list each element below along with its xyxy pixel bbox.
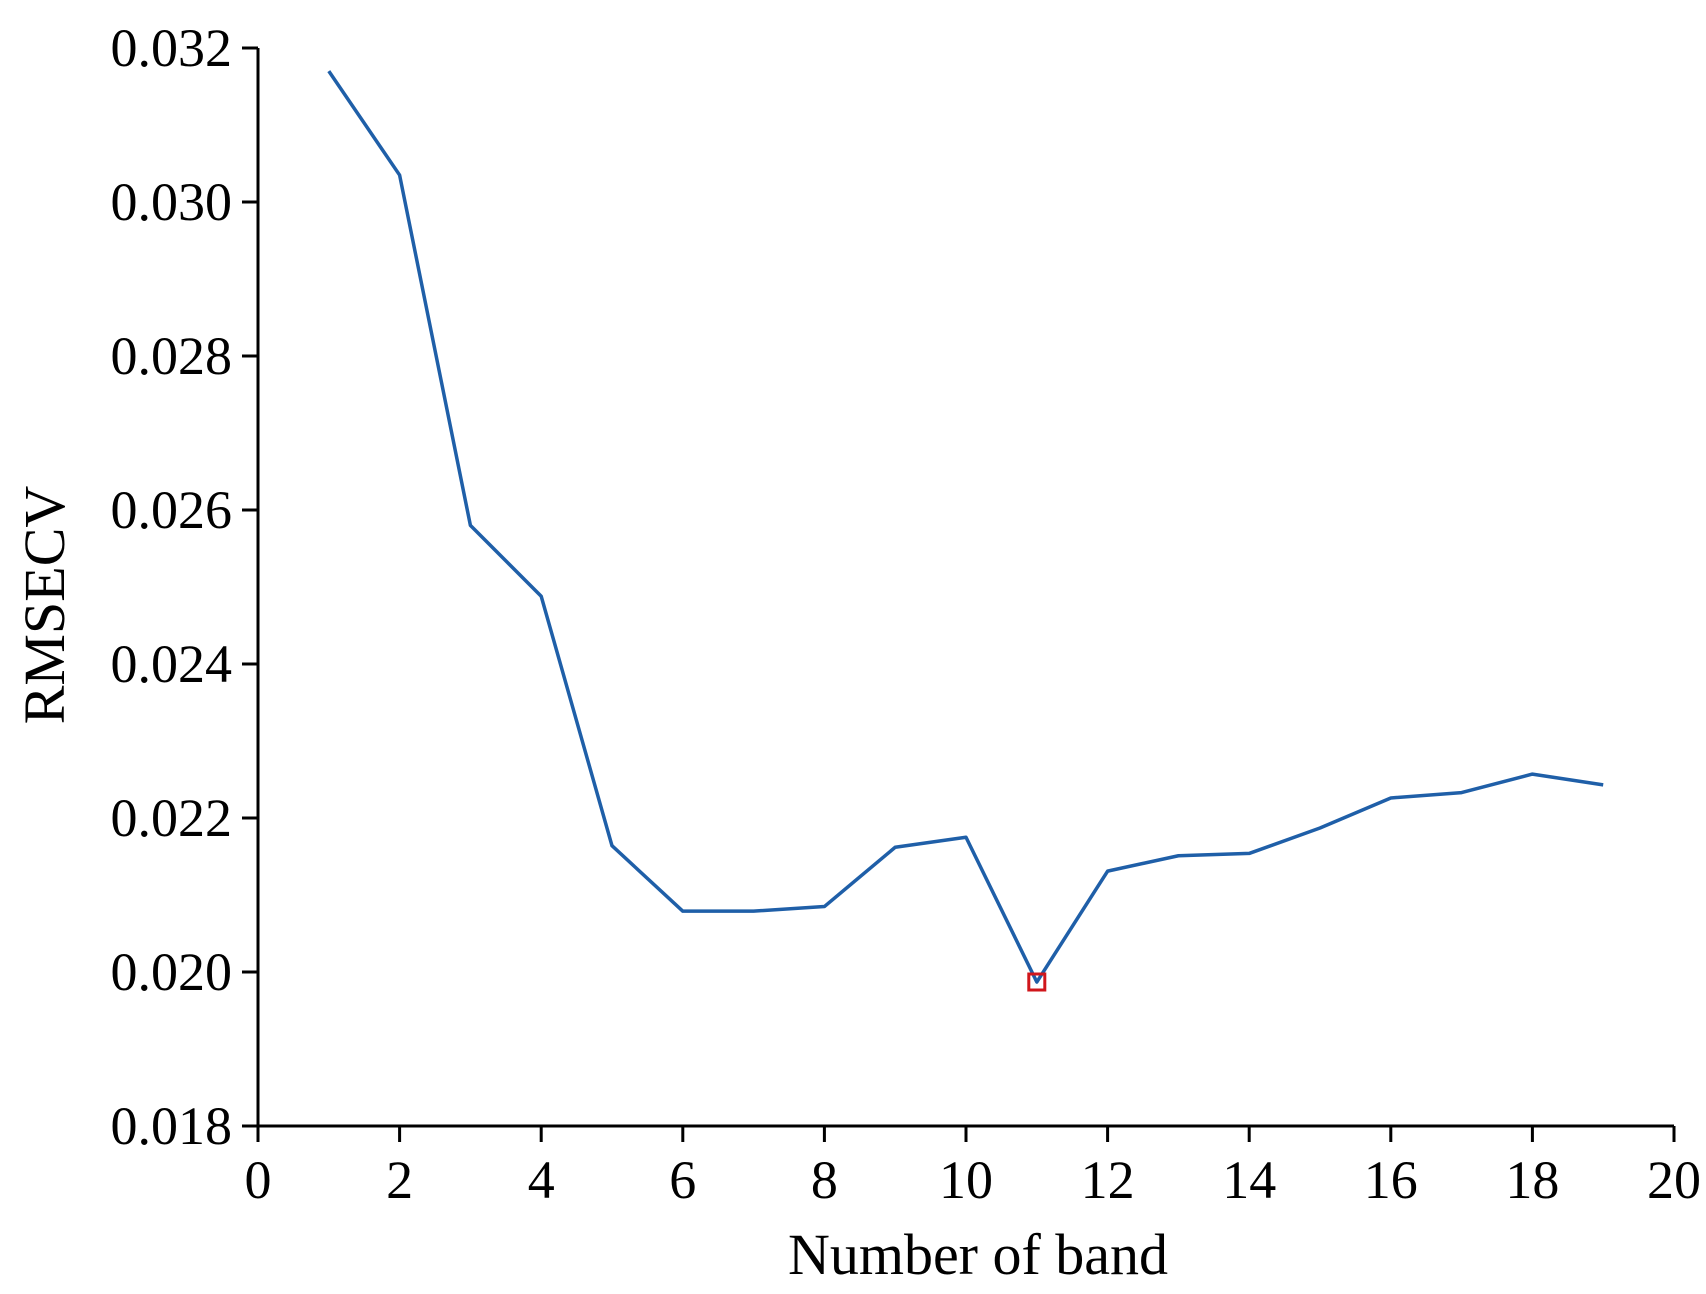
y-ticks: 0.018 0.020 0.022 0.024 0.026 0.028 0.030 0.032 — [111, 18, 258, 1156]
y-tick-label: 0.018 — [111, 1096, 233, 1156]
x-tick-label: 12 — [1081, 1150, 1135, 1210]
x-tick-label: 0 — [245, 1150, 272, 1210]
x-tick-label: 14 — [1222, 1150, 1276, 1210]
y-axis-title: RMSECV — [12, 486, 77, 725]
x-tick-label: 4 — [528, 1150, 555, 1210]
y-tick-label: 0.032 — [111, 18, 233, 78]
x-ticks: 0 2 4 6 8 10 12 14 16 18 20 — [245, 1126, 1701, 1210]
y-tick-label: 0.020 — [111, 942, 233, 1002]
axes — [256, 48, 1674, 1128]
x-tick-label: 16 — [1364, 1150, 1418, 1210]
x-axis-title: Number of band — [788, 1222, 1168, 1287]
rmsecv-series-line — [327, 70, 1604, 984]
x-tick-label: 10 — [939, 1150, 993, 1210]
y-tick-label: 0.028 — [111, 326, 233, 386]
y-tick-label: 0.022 — [111, 788, 233, 848]
x-tick-label: 2 — [386, 1150, 413, 1210]
x-tick-label: 8 — [811, 1150, 838, 1210]
y-tick-label: 0.026 — [111, 480, 233, 540]
x-tick-label: 20 — [1647, 1150, 1701, 1210]
minimum-point-marker — [1027, 972, 1047, 992]
x-tick-label: 6 — [669, 1150, 696, 1210]
x-tick-label: 18 — [1505, 1150, 1559, 1210]
y-tick-label: 0.030 — [111, 172, 233, 232]
series-layer — [327, 70, 1604, 992]
y-tick-label: 0.024 — [111, 634, 233, 694]
